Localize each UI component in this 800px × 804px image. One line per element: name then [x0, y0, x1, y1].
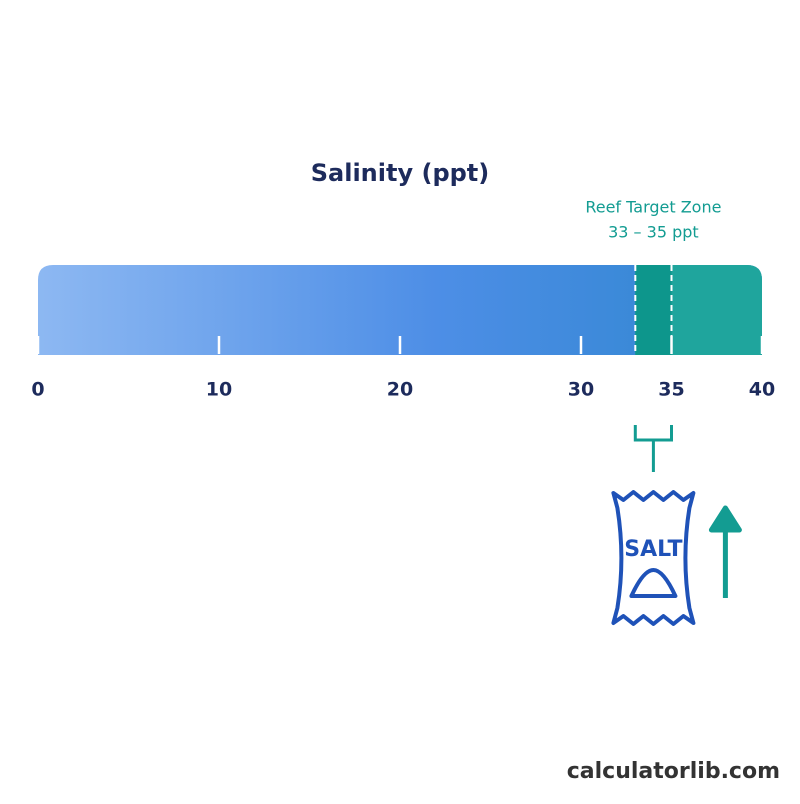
tick-label: 20: [387, 379, 413, 401]
bag-label: SALT: [624, 537, 682, 562]
increase-arrow: [708, 505, 742, 598]
footer: calculatorlib.com: [567, 759, 780, 784]
salt-bag-icon: SALT: [611, 490, 696, 626]
tick-label: 40: [749, 379, 775, 401]
tick-label: 10: [206, 379, 232, 401]
zone-range-label: 33 – 35 ppt: [608, 223, 699, 242]
zone-bracket: [633, 425, 673, 472]
tick-label: 30: [568, 379, 594, 401]
title: Salinity (ppt): [311, 159, 490, 187]
salt-pile: [629, 568, 678, 598]
tick-label: 35: [658, 379, 684, 401]
target-zone: [635, 265, 672, 355]
zone-label: Reef Target Zone: [585, 198, 721, 217]
bag-outline: [611, 490, 696, 626]
tick-label: 0: [31, 379, 44, 401]
scale-elements: 0 10 20 30 35 40: [31, 265, 775, 598]
